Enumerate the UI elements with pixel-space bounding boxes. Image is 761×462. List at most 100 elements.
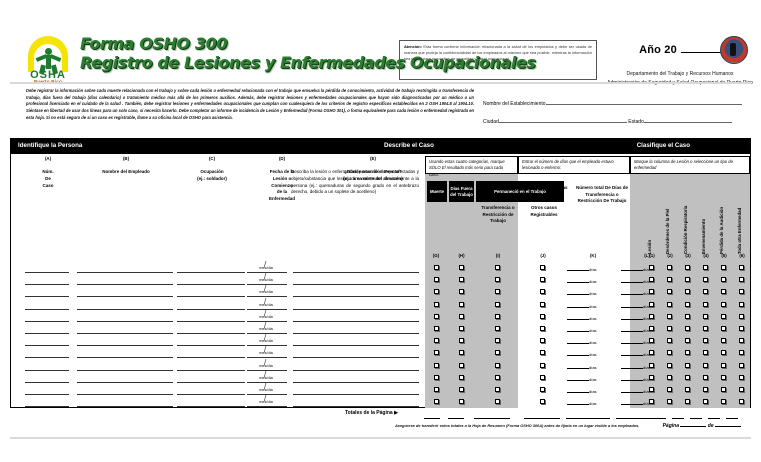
checkbox-case-class[interactable]: [459, 265, 464, 270]
checkbox-illness-type[interactable]: [739, 277, 744, 283]
checkbox-illness-type[interactable]: [721, 289, 726, 295]
checkbox-illness-type[interactable]: [649, 326, 654, 331]
checkbox-illness-type[interactable]: [649, 301, 654, 307]
checkbox-illness-type[interactable]: [739, 265, 744, 270]
checkbox-case-class[interactable]: [459, 387, 464, 392]
checkbox-case-class[interactable]: [495, 265, 500, 270]
checkbox-case-class[interactable]: [540, 350, 545, 356]
checkbox-illness-type[interactable]: [739, 326, 744, 331]
checkbox-case-class[interactable]: [434, 387, 439, 392]
checkbox-illness-type[interactable]: [685, 338, 690, 344]
checkbox-illness-type[interactable]: [721, 313, 726, 319]
checkbox-illness-type[interactable]: [649, 399, 654, 405]
checkbox-case-class[interactable]: [434, 265, 439, 270]
checkbox-illness-type[interactable]: [721, 265, 726, 270]
checkbox-case-class[interactable]: [495, 362, 500, 368]
checkbox-case-class[interactable]: [495, 313, 500, 319]
checkbox-case-class[interactable]: [540, 338, 545, 344]
checkbox-illness-type[interactable]: [685, 289, 690, 295]
checkbox-illness-type[interactable]: [721, 399, 726, 405]
year-field[interactable]: Año 20: [639, 41, 721, 56]
checkbox-case-class[interactable]: [495, 350, 500, 356]
state-input[interactable]: [643, 116, 732, 123]
checkbox-case-class[interactable]: [495, 338, 500, 344]
checkbox-case-class[interactable]: [434, 326, 439, 331]
checkbox-illness-type[interactable]: [685, 350, 690, 356]
checkbox-case-class[interactable]: [495, 387, 500, 392]
checkbox-illness-type[interactable]: [685, 277, 690, 283]
checkbox-case-class[interactable]: [540, 265, 545, 270]
checkbox-illness-type[interactable]: [703, 326, 708, 331]
checkbox-illness-type[interactable]: [703, 350, 708, 356]
checkbox-illness-type[interactable]: [739, 301, 744, 307]
checkbox-illness-type[interactable]: [685, 301, 690, 307]
checkbox-illness-type[interactable]: [649, 277, 654, 283]
page-total-blank[interactable]: [715, 420, 741, 427]
checkbox-illness-type[interactable]: [685, 265, 690, 270]
checkbox-illness-type[interactable]: [649, 362, 654, 368]
checkbox-case-class[interactable]: [495, 277, 500, 283]
checkbox-illness-type[interactable]: [739, 313, 744, 319]
checkbox-case-class[interactable]: [434, 399, 439, 405]
checkbox-case-class[interactable]: [540, 326, 545, 331]
checkbox-illness-type[interactable]: [667, 265, 672, 270]
checkbox-case-class[interactable]: [434, 362, 439, 368]
checkbox-case-class[interactable]: [540, 301, 545, 307]
total-blank[interactable]: [524, 417, 560, 419]
checkbox-case-class[interactable]: [495, 399, 500, 405]
total-blank[interactable]: [690, 417, 702, 419]
checkbox-illness-type[interactable]: [667, 289, 672, 295]
checkbox-case-class[interactable]: [434, 374, 439, 380]
city-input[interactable]: [498, 116, 627, 123]
checkbox-illness-type[interactable]: [667, 301, 672, 307]
checkbox-illness-type[interactable]: [667, 374, 672, 380]
checkbox-case-class[interactable]: [540, 313, 545, 319]
checkbox-illness-type[interactable]: [685, 374, 690, 380]
checkbox-illness-type[interactable]: [685, 326, 690, 331]
checkbox-illness-type[interactable]: [703, 289, 708, 295]
checkbox-illness-type[interactable]: [721, 338, 726, 344]
total-blank[interactable]: [636, 417, 648, 419]
checkbox-illness-type[interactable]: [721, 362, 726, 368]
checkbox-illness-type[interactable]: [703, 338, 708, 344]
checkbox-illness-type[interactable]: [667, 350, 672, 356]
total-blank[interactable]: [474, 417, 510, 419]
checkbox-illness-type[interactable]: [721, 387, 726, 392]
checkbox-illness-type[interactable]: [667, 277, 672, 283]
checkbox-case-class[interactable]: [459, 350, 464, 356]
checkbox-illness-type[interactable]: [649, 338, 654, 344]
checkbox-illness-type[interactable]: [667, 362, 672, 368]
total-blank[interactable]: [424, 417, 440, 419]
checkbox-illness-type[interactable]: [667, 313, 672, 319]
checkbox-case-class[interactable]: [434, 350, 439, 356]
checkbox-case-class[interactable]: [459, 326, 464, 331]
checkbox-case-class[interactable]: [540, 399, 545, 405]
checkbox-illness-type[interactable]: [721, 326, 726, 331]
checkbox-case-class[interactable]: [540, 387, 545, 392]
checkbox-case-class[interactable]: [434, 289, 439, 295]
total-blank[interactable]: [708, 417, 720, 419]
checkbox-illness-type[interactable]: [739, 350, 744, 356]
establishment-name-input[interactable]: [545, 98, 742, 105]
checkbox-illness-type[interactable]: [703, 399, 708, 405]
checkbox-illness-type[interactable]: [739, 387, 744, 392]
checkbox-case-class[interactable]: [434, 338, 439, 344]
checkbox-illness-type[interactable]: [667, 338, 672, 344]
checkbox-case-class[interactable]: [495, 301, 500, 307]
checkbox-case-class[interactable]: [459, 362, 464, 368]
checkbox-illness-type[interactable]: [649, 313, 654, 319]
checkbox-case-class[interactable]: [540, 362, 545, 368]
checkbox-illness-type[interactable]: [739, 362, 744, 368]
checkbox-illness-type[interactable]: [703, 265, 708, 270]
page-number-field[interactable]: Página de: [663, 420, 741, 429]
checkbox-case-class[interactable]: [495, 289, 500, 295]
checkbox-case-class[interactable]: [540, 277, 545, 283]
checkbox-case-class[interactable]: [434, 313, 439, 319]
checkbox-case-class[interactable]: [540, 289, 545, 295]
checkbox-case-class[interactable]: [540, 374, 545, 380]
total-blank[interactable]: [654, 417, 666, 419]
checkbox-illness-type[interactable]: [721, 301, 726, 307]
checkbox-case-class[interactable]: [459, 374, 464, 380]
checkbox-illness-type[interactable]: [649, 374, 654, 380]
checkbox-illness-type[interactable]: [703, 301, 708, 307]
